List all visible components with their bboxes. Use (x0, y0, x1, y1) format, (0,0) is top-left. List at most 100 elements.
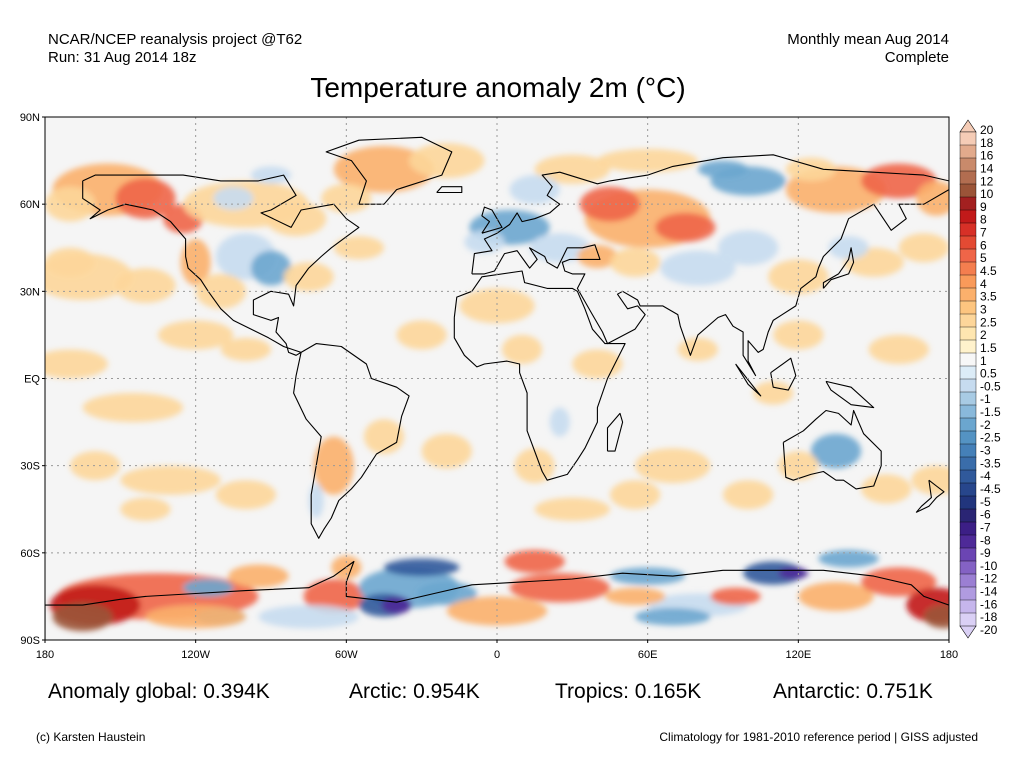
coastline (82, 174, 360, 356)
colorbar-label: -3.5 (980, 456, 1001, 470)
anomaly-region (572, 349, 623, 379)
longitude-label: 60E (638, 649, 658, 661)
anomaly-region (409, 143, 485, 179)
footer-note: Climatology for 1981-2010 reference peri… (659, 730, 978, 744)
colorbar-label: 9 (980, 200, 987, 214)
colorbar-swatch (959, 599, 977, 614)
coastline (453, 270, 626, 481)
anomaly-region (534, 497, 610, 521)
stat-antarctic: Antarctic: 0.751K (773, 680, 933, 703)
colorbar-swatch (959, 534, 977, 549)
colorbar-swatch (959, 586, 977, 601)
anomaly-region (610, 567, 686, 585)
source-project: NCAR/NCEP reanalysis project @T62 (48, 31, 303, 48)
colorbar-label: 0.5 (980, 367, 997, 381)
latitude-label: 30N (20, 286, 40, 298)
anomaly-region (509, 175, 560, 205)
graticule (45, 117, 949, 640)
anomaly-region (333, 146, 435, 193)
longitude-label: 120E (785, 649, 811, 661)
longitude-label: 180 (940, 649, 958, 661)
anomaly-region (250, 250, 292, 286)
colorbar-swatch (959, 430, 977, 445)
colorbar-swatch (959, 417, 977, 432)
anomaly-region (911, 465, 949, 495)
longitude-label: 180 (36, 649, 54, 661)
colorbar-label: -2 (980, 418, 991, 432)
anomaly-region (416, 581, 477, 606)
colorbar-swatch (959, 326, 977, 341)
anomaly-region (421, 433, 472, 469)
colorbar-label: -3 (980, 444, 991, 458)
colorbar-swatch (959, 313, 977, 328)
anomaly-region (717, 230, 779, 266)
colorbar-label: 4.5 (980, 264, 997, 278)
colorbar-label: -7 (980, 520, 991, 534)
anomaly-region (898, 233, 949, 263)
anomaly-region (509, 573, 610, 603)
colorbar-label: 8 (980, 213, 987, 227)
anomaly-region (228, 564, 289, 588)
anomaly-region (534, 154, 610, 184)
anomaly-region (923, 605, 949, 629)
anomaly-region (384, 558, 460, 577)
colorbar-swatch (959, 222, 977, 237)
anomaly-region (250, 166, 292, 184)
colorbar-swatch (959, 365, 977, 380)
anomaly-region (283, 262, 334, 292)
anomaly-region (916, 180, 949, 216)
colorbar-swatch (959, 469, 977, 484)
anomaly-region (778, 567, 809, 579)
anomaly-region (635, 608, 711, 626)
colorbar-swatch (959, 196, 977, 211)
colorbar-swatch (959, 261, 977, 276)
colorbar-label: 4 (980, 277, 987, 291)
colorbar-swatch (959, 547, 977, 562)
colorbar-swatch (959, 508, 977, 523)
colorbar-swatch (959, 352, 977, 367)
anomaly-region (768, 259, 829, 295)
colorbar-label: 2 (980, 328, 987, 342)
stat-arctic: Arctic: 0.954K (349, 680, 480, 703)
anomaly-region (610, 480, 661, 510)
colorbar-swatch (959, 560, 977, 575)
anomaly-region (70, 451, 121, 481)
colorbar-swatch (959, 183, 977, 198)
anomaly-region (220, 337, 271, 362)
coastline (606, 412, 624, 452)
coastline (293, 343, 410, 539)
colorbar-swatch (959, 521, 977, 536)
anomaly-region (577, 244, 618, 269)
coastline (45, 560, 949, 640)
colorbar-label: 10 (980, 187, 994, 201)
anomaly-region (321, 183, 372, 213)
latitude-label: 30S (20, 461, 40, 473)
colorbar-swatch (959, 482, 977, 497)
source-run: Run: 31 Aug 2014 18z (48, 49, 197, 66)
coastline (481, 206, 503, 234)
coastline (915, 479, 945, 513)
colorbar-label: -5 (980, 495, 991, 509)
period-status: Complete (884, 49, 949, 66)
colorbar-label: -16 (980, 597, 998, 611)
colorbar-label: 12 (980, 174, 994, 188)
anomaly-region (333, 236, 384, 260)
anomaly-region (810, 433, 862, 469)
colorbar-label: 20 (980, 123, 994, 137)
anomaly-region (303, 578, 364, 614)
colorbar-label: -10 (980, 559, 998, 573)
colorbar-label: -6 (980, 508, 991, 522)
map-title: Temperature anomaly 2m (°C) (310, 72, 686, 103)
anomaly-region (818, 549, 879, 568)
longitude-label: 60W (335, 649, 358, 661)
colorbar-label: 7 (980, 226, 987, 240)
colorbar-label: 1 (980, 354, 987, 368)
colorbar-swatch (959, 144, 977, 159)
anomaly-region (502, 334, 543, 364)
colorbar-swatch (959, 248, 977, 263)
colorbar-swatch (959, 612, 977, 627)
anomaly-region (677, 337, 718, 362)
anomaly-region (459, 288, 535, 324)
longitude-label: 120W (181, 649, 210, 661)
